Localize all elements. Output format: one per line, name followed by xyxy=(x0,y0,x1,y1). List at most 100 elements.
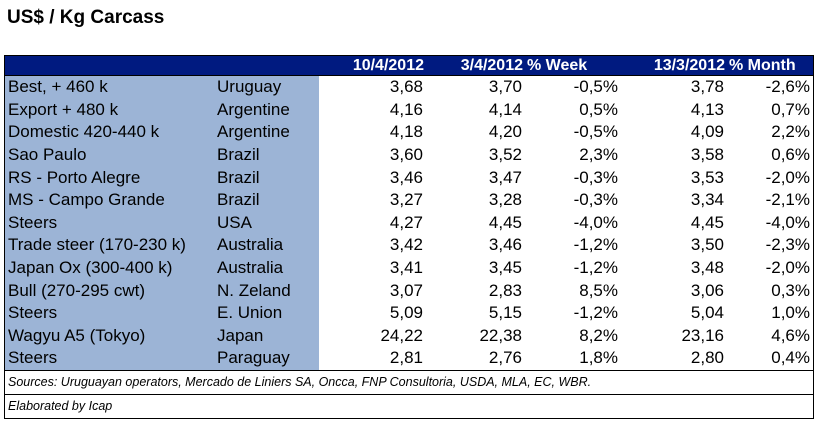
pct-month-cell: -4,0% xyxy=(727,211,813,235)
table-row: Best, + 460 k Uruguay 3,68 3,70 -0,5% 3,78 -2,… xyxy=(5,74,813,99)
table-row: Steers USA 4,27 4,45 -4,0% 4,45 -4,0% xyxy=(5,211,813,235)
pct-month-cell: 2,2% xyxy=(727,121,813,144)
week-ago-price-cell: 3,28 xyxy=(426,188,525,212)
header-cell: 13/3/2012 xyxy=(621,56,727,76)
item-name-cell: Bull (270-295 cwt) xyxy=(5,279,211,302)
pct-week-cell: -0,5% xyxy=(525,121,621,144)
pct-month-cell: 0,3% xyxy=(727,279,813,302)
week-ago-price-cell: 4,20 xyxy=(426,121,525,144)
current-price-cell: 3,07 xyxy=(319,279,426,302)
current-price-cell: 3,68 xyxy=(319,74,426,99)
pct-month-cell: -2,0% xyxy=(727,166,813,189)
month-ago-price-cell: 3,34 xyxy=(621,188,727,212)
country-cell: Argentine xyxy=(211,121,319,144)
current-price-cell: 4,16 xyxy=(319,98,426,122)
country-cell: N. Zeland xyxy=(211,279,319,302)
country-cell: Japan xyxy=(211,324,319,348)
pct-week-cell: 0,5% xyxy=(525,98,621,122)
pct-month-cell: 4,6% xyxy=(727,324,813,348)
pct-week-cell: -0,3% xyxy=(525,188,621,212)
item-name-cell: MS - Campo Grande xyxy=(5,188,211,212)
pct-month-cell: 0,7% xyxy=(727,98,813,122)
table-title: US$ / Kg Carcass xyxy=(7,7,165,28)
current-price-cell: 4,18 xyxy=(319,121,426,144)
country-cell: E. Union xyxy=(211,301,319,325)
country-cell: Brazil xyxy=(211,166,319,189)
week-ago-price-cell: 2,76 xyxy=(426,347,525,370)
pct-week-cell: -1,2% xyxy=(525,256,621,280)
country-cell: Uruguay xyxy=(211,74,319,99)
month-ago-price-cell: 4,13 xyxy=(621,98,727,122)
table-row: Export + 480 k Argentine 4,16 4,14 0,5% 4,13 0… xyxy=(5,98,813,122)
item-name-cell: Best, + 460 k xyxy=(5,74,211,99)
table-row: Bull (270-295 cwt) N. Zeland 3,07 2,83 8,5% 3… xyxy=(5,279,813,302)
week-ago-price-cell: 3,47 xyxy=(426,166,525,189)
week-ago-price-cell: 4,14 xyxy=(426,98,525,122)
current-price-cell: 3,41 xyxy=(319,256,426,280)
pct-month-cell: 1,0% xyxy=(727,301,813,325)
pct-week-cell: -0,3% xyxy=(525,166,621,189)
current-price-cell: 5,09 xyxy=(319,301,426,325)
current-price-cell: 3,27 xyxy=(319,188,426,212)
country-cell: USA xyxy=(211,211,319,235)
item-name-cell: Wagyu A5 (Tokyo) xyxy=(5,324,211,348)
header-cell: % Month xyxy=(727,56,813,76)
pct-week-cell: 8,5% xyxy=(525,279,621,302)
current-price-cell: 4,27 xyxy=(319,211,426,235)
week-ago-price-cell: 5,15 xyxy=(426,301,525,325)
table-row: RS - Porto Alegre Brazil 3,46 3,47 -0,3% 3,53… xyxy=(5,166,813,189)
week-ago-price-cell: 2,83 xyxy=(426,279,525,302)
month-ago-price-cell: 2,80 xyxy=(621,347,727,370)
item-name-cell: RS - Porto Alegre xyxy=(5,166,211,189)
item-name-cell: Japan Ox (300-400 k) xyxy=(5,256,211,280)
country-cell: Paraguay xyxy=(211,347,319,370)
pct-month-cell: -2,0% xyxy=(727,256,813,280)
elaborated-note: Elaborated by Icap xyxy=(5,393,813,418)
pct-week-cell: 1,8% xyxy=(525,347,621,370)
month-ago-price-cell: 4,45 xyxy=(621,211,727,235)
table-row: MS - Campo Grande Brazil 3,27 3,28 -0,3% 3,34… xyxy=(5,188,813,212)
item-name-cell: Trade steer (170-230 k) xyxy=(5,234,211,257)
header-row: 10/4/2012 3/4/2012 % Week 13/3/2012 % Mo… xyxy=(5,56,813,76)
current-price-cell: 3,42 xyxy=(319,234,426,257)
header-cell: % Week xyxy=(525,56,621,76)
table-row: Trade steer (170-230 k) Australia 3,42 3,46… xyxy=(5,234,813,257)
month-ago-price-cell: 3,58 xyxy=(621,143,727,167)
pct-month-cell: -2,1% xyxy=(727,188,813,212)
item-name-cell: Sao Paulo xyxy=(5,143,211,167)
month-ago-price-cell: 3,48 xyxy=(621,256,727,280)
sources-note: Sources: Uruguayan operators, Mercado de… xyxy=(5,369,813,394)
country-cell: Brazil xyxy=(211,143,319,167)
table-row: Wagyu A5 (Tokyo) Japan 24,22 22,38 8,2% 23,16… xyxy=(5,324,813,348)
week-ago-price-cell: 4,45 xyxy=(426,211,525,235)
current-price-cell: 3,46 xyxy=(319,166,426,189)
table-row: Steers E. Union 5,09 5,15 -1,2% 5,04 1,0% xyxy=(5,301,813,325)
week-ago-price-cell: 3,46 xyxy=(426,234,525,257)
table-row: Sao Paulo Brazil 3,60 3,52 2,3% 3,58 0,6% xyxy=(5,143,813,167)
week-ago-price-cell: 22,38 xyxy=(426,324,525,348)
pct-week-cell: 8,2% xyxy=(525,324,621,348)
current-price-cell: 2,81 xyxy=(319,347,426,370)
week-ago-price-cell: 3,45 xyxy=(426,256,525,280)
header-cell: 3/4/2012 xyxy=(426,56,525,76)
pct-month-cell: 0,6% xyxy=(727,143,813,167)
country-cell: Australia xyxy=(211,234,319,257)
country-cell: Brazil xyxy=(211,188,319,212)
month-ago-price-cell: 4,09 xyxy=(621,121,727,144)
item-name-cell: Steers xyxy=(5,211,211,235)
current-price-cell: 3,60 xyxy=(319,143,426,167)
month-ago-price-cell: 3,78 xyxy=(621,74,727,99)
price-table: 10/4/2012 3/4/2012 % Week 13/3/2012 % Mo… xyxy=(4,55,814,419)
header-cell xyxy=(211,56,319,76)
pct-week-cell: -1,2% xyxy=(525,234,621,257)
item-name-cell: Domestic 420-440 k xyxy=(5,121,211,144)
header-cell xyxy=(5,56,211,76)
month-ago-price-cell: 5,04 xyxy=(621,301,727,325)
month-ago-price-cell: 3,53 xyxy=(621,166,727,189)
pct-month-cell: 0,4% xyxy=(727,347,813,370)
current-price-cell: 24,22 xyxy=(319,324,426,348)
pct-week-cell: -4,0% xyxy=(525,211,621,235)
country-cell: Australia xyxy=(211,256,319,280)
week-ago-price-cell: 3,70 xyxy=(426,74,525,99)
month-ago-price-cell: 3,06 xyxy=(621,279,727,302)
